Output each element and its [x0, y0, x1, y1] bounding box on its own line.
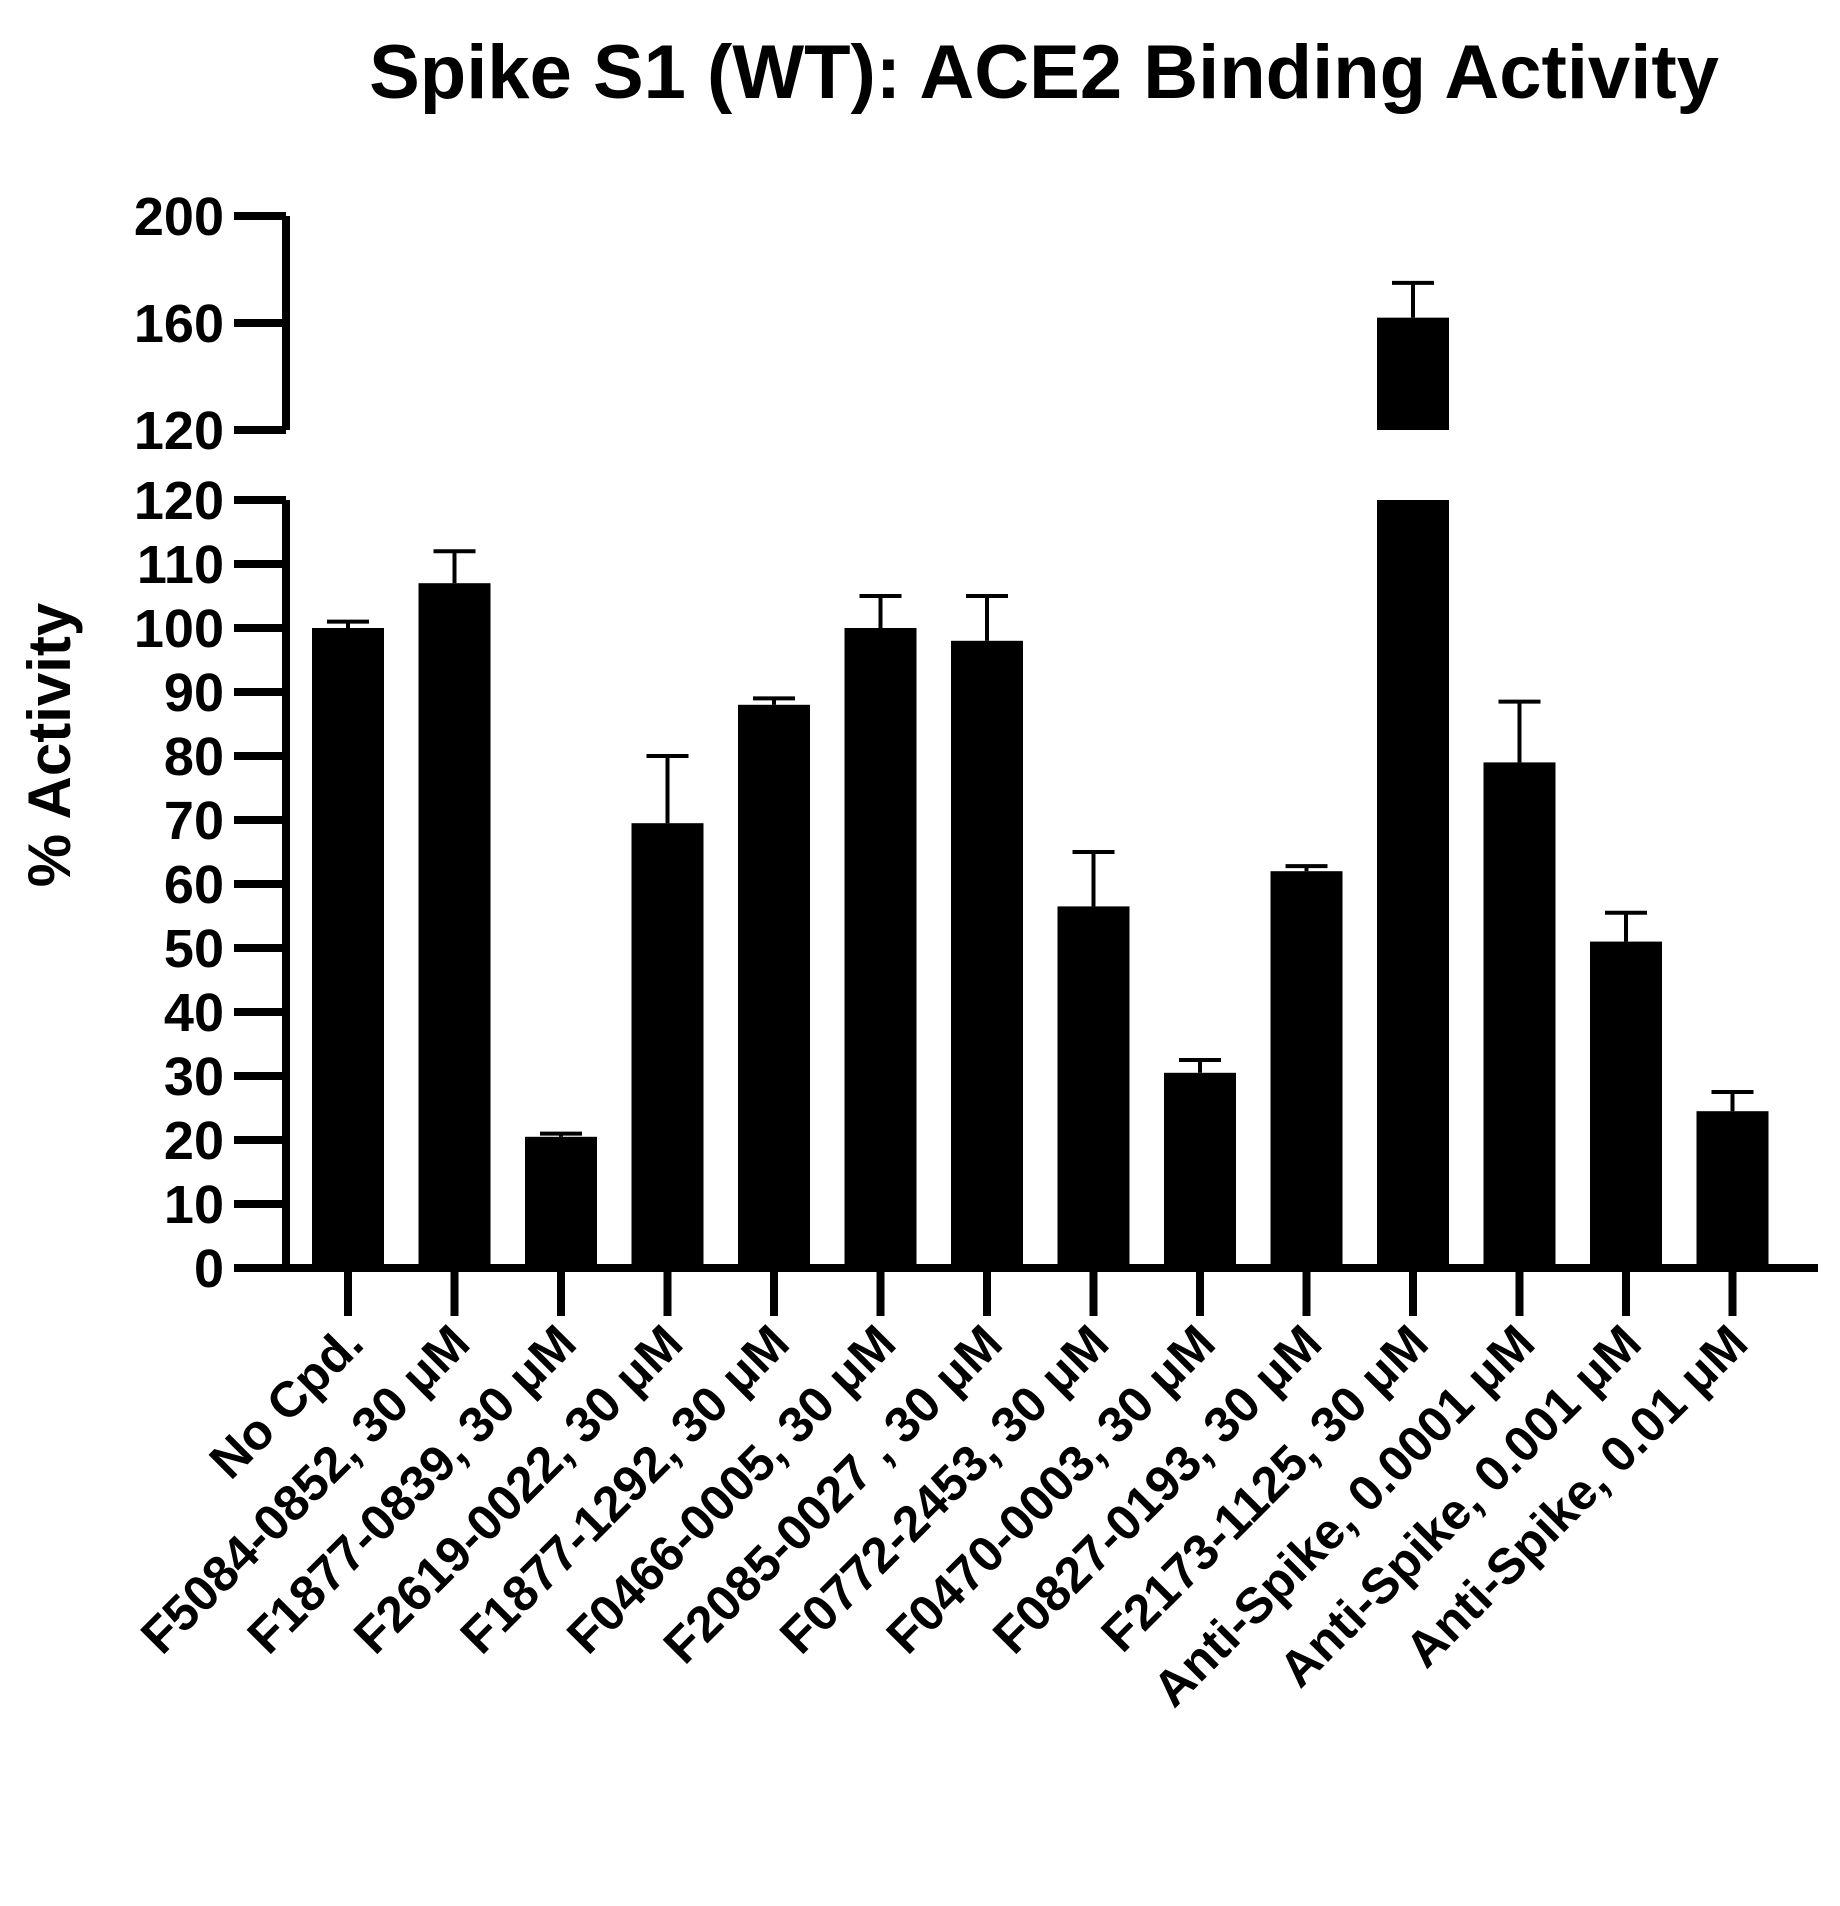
y-tick-label: 80 — [164, 727, 224, 787]
chart-title: Spike S1 (WT): ACE2 Binding Activity — [369, 30, 1719, 115]
bar — [1164, 1072, 1236, 1268]
x-axis — [234, 1264, 1818, 1316]
y-tick-label: 90 — [164, 663, 224, 723]
bar — [312, 628, 384, 1268]
bars — [312, 317, 1769, 1268]
y-tick-label: 70 — [164, 791, 224, 851]
bar — [1483, 762, 1556, 1268]
y-tick-label: 120 — [134, 401, 224, 461]
error-bars — [327, 280, 1754, 1137]
bar — [525, 1136, 597, 1268]
bar-upper-segment — [1377, 317, 1449, 430]
y-tick-label: 0 — [194, 1239, 224, 1299]
y-tick-label: 110 — [137, 535, 224, 595]
bar — [418, 583, 491, 1268]
upper-y-axis: 120 160 200 — [134, 187, 290, 461]
bar — [844, 628, 917, 1268]
y-tick-label: 100 — [134, 599, 224, 659]
y-tick-label: 60 — [164, 855, 224, 915]
y-tick-label: 120 — [134, 471, 224, 531]
y-tick-label: 40 — [164, 983, 224, 1043]
bar — [1270, 871, 1343, 1268]
y-axis-label: % Activity — [16, 602, 83, 887]
y-tick-label: 30 — [164, 1047, 224, 1107]
y-tick-label: 20 — [164, 1111, 224, 1171]
bar — [951, 640, 1023, 1268]
y-tick-label: 10 — [164, 1175, 224, 1235]
bar — [1696, 1111, 1769, 1268]
y-tick-label: 160 — [134, 294, 224, 354]
bar — [631, 823, 704, 1268]
bar — [1057, 906, 1130, 1268]
bar-lower-segment — [1377, 500, 1449, 1268]
y-tick-label: 50 — [164, 919, 224, 979]
bar — [738, 704, 810, 1268]
bar — [1590, 941, 1662, 1268]
y-tick-label: 200 — [134, 187, 224, 247]
